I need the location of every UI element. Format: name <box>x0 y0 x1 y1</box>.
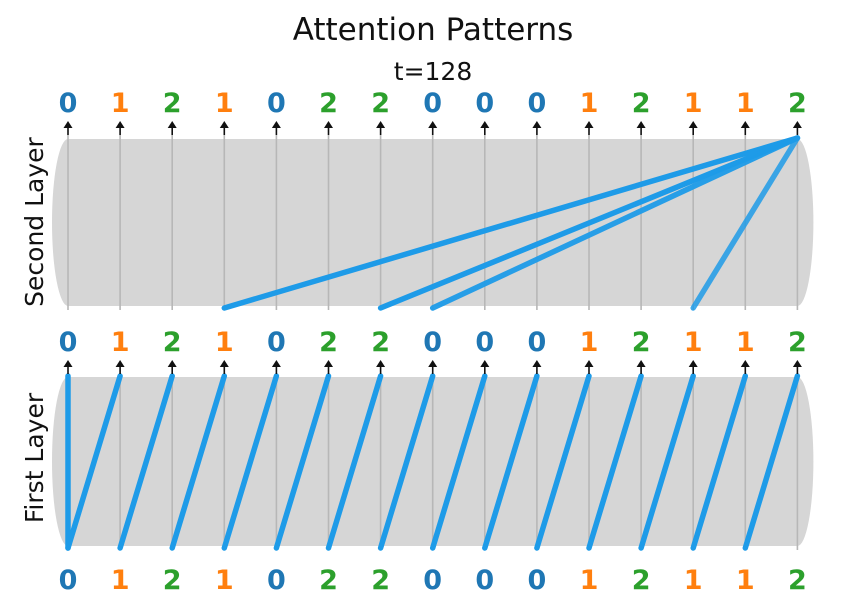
arrow-up-icon <box>219 360 229 367</box>
arrow-up-icon <box>792 121 802 128</box>
first-attention-edge <box>221 373 280 551</box>
token-label: 2 <box>319 327 338 358</box>
first-attention-edge <box>638 373 696 551</box>
token-label: 2 <box>632 565 651 596</box>
first-attention-edge <box>325 373 384 551</box>
token-label: 0 <box>528 327 547 358</box>
token-label: 1 <box>580 327 599 358</box>
token-label: 1 <box>111 327 130 358</box>
arrow-up-icon <box>219 121 229 128</box>
token-label: 2 <box>632 327 651 358</box>
second-attention-edge <box>377 135 801 311</box>
token-label: 0 <box>475 88 494 119</box>
token-label: 2 <box>163 88 182 119</box>
arrow-up-icon <box>792 360 802 367</box>
token-label: 0 <box>423 565 442 596</box>
arrow-up-icon <box>636 360 646 367</box>
arrow-up-icon <box>584 360 594 367</box>
token-label: 1 <box>736 565 755 596</box>
arrow-up-icon <box>480 121 490 128</box>
token-label: 1 <box>111 565 130 596</box>
token-label: 2 <box>371 88 390 119</box>
arrow-up-icon <box>63 360 73 367</box>
token-label: 2 <box>371 327 390 358</box>
token-label: 2 <box>163 565 182 596</box>
first-attention-edge <box>482 373 540 551</box>
arrow-up-icon <box>167 360 177 367</box>
second-attention-edge <box>221 135 801 311</box>
token-label: 2 <box>319 88 338 119</box>
figure-subtitle: t=128 <box>394 57 472 86</box>
token-label: 0 <box>528 565 547 596</box>
figure-title: Attention Patterns <box>293 12 574 48</box>
arrow-up-icon <box>376 121 386 128</box>
token-label: 0 <box>423 327 442 358</box>
token-label: 0 <box>267 327 286 358</box>
token-label: 2 <box>319 565 338 596</box>
arrow-up-icon <box>636 121 646 128</box>
second-layer-label: Second Layer <box>20 136 49 306</box>
token-label: 2 <box>788 327 807 358</box>
arrow-up-icon <box>532 121 542 128</box>
token-label: 0 <box>475 327 494 358</box>
token-label: 0 <box>267 565 286 596</box>
second-attention-edge <box>429 135 801 311</box>
token-label: 1 <box>736 88 755 119</box>
arrow-up-icon <box>167 121 177 128</box>
token-label: 1 <box>684 565 703 596</box>
token-label: 2 <box>788 88 807 119</box>
arrow-up-icon <box>271 121 281 128</box>
token-label: 1 <box>684 88 703 119</box>
token-label: 0 <box>59 565 78 596</box>
arrow-up-icon <box>63 121 73 128</box>
token-label: 1 <box>684 327 703 358</box>
arrow-up-icon <box>584 121 594 128</box>
arrow-up-icon <box>688 121 698 128</box>
first-attention-edge <box>169 373 228 551</box>
arrow-up-icon <box>688 360 698 367</box>
token-label: 0 <box>475 565 494 596</box>
token-label: 0 <box>59 88 78 119</box>
token-label: 2 <box>163 327 182 358</box>
first-attention-edge <box>377 373 436 551</box>
arrow-up-icon <box>428 360 438 367</box>
token-label: 1 <box>215 327 234 358</box>
token-label: 1 <box>580 88 599 119</box>
token-label: 1 <box>215 565 234 596</box>
arrow-up-icon <box>115 360 125 367</box>
attention-diagram: 0 1 2 1 0 2 2 0 0 0 1 2 1 1 2 0 1 2 1 0 2 2 0 0 0 1 2 1 1 2 0 1 2 1 0 2 2 0 0 0… <box>52 88 814 596</box>
first-attention-edge <box>742 373 801 551</box>
arrow-up-icon <box>115 121 125 128</box>
first-attention-edge <box>690 373 749 551</box>
arrow-up-icon <box>480 360 490 367</box>
first-attention-edge <box>65 373 123 551</box>
token-label: 2 <box>371 565 390 596</box>
token-label: 0 <box>423 88 442 119</box>
first-attention-edge <box>586 373 644 551</box>
arrow-up-icon <box>740 121 750 128</box>
first-attention-edge <box>117 373 175 551</box>
token-label: 2 <box>632 88 651 119</box>
arrow-up-icon <box>271 360 281 367</box>
first-attention-edge <box>429 373 488 551</box>
token-label: 1 <box>111 88 130 119</box>
token-label: 1 <box>580 565 599 596</box>
token-label: 0 <box>267 88 286 119</box>
arrow-up-icon <box>324 121 333 128</box>
arrow-up-icon <box>428 121 438 128</box>
first-attention-edge <box>534 373 592 551</box>
arrow-up-icon <box>532 360 542 367</box>
first-layer-label: First Layer <box>20 392 49 523</box>
first-attention-edge <box>273 373 332 551</box>
token-label: 1 <box>215 88 234 119</box>
token-label: 1 <box>736 327 755 358</box>
arrow-up-icon <box>740 360 750 367</box>
token-label: 0 <box>59 327 78 358</box>
arrow-up-icon <box>324 360 333 367</box>
token-label: 0 <box>528 88 547 119</box>
token-label: 2 <box>788 565 807 596</box>
arrow-up-icon <box>376 360 386 367</box>
second-attention-edge <box>690 135 801 311</box>
